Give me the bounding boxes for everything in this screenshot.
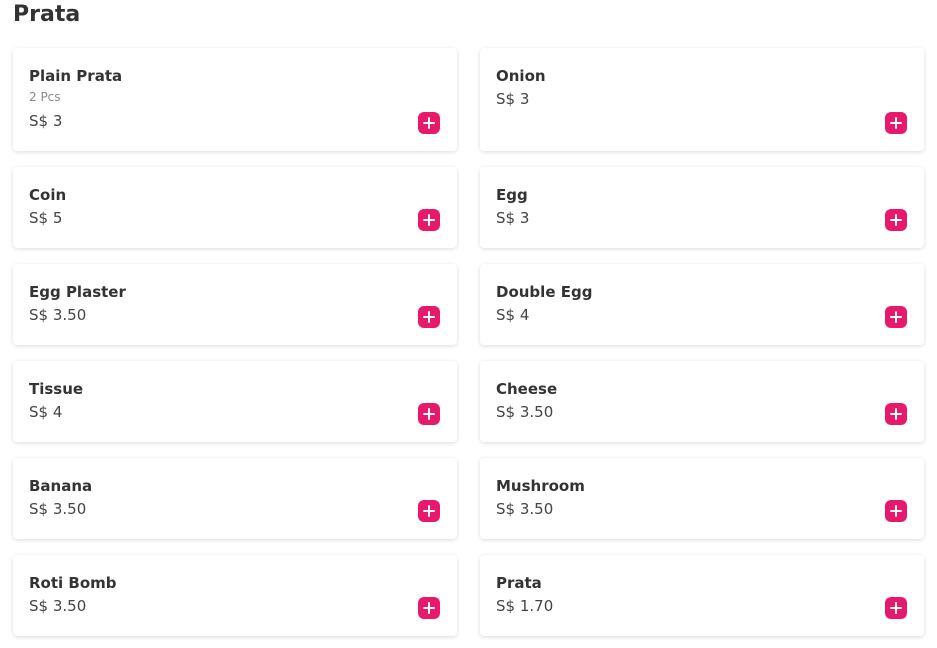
- add-to-cart-button[interactable]: [418, 112, 440, 134]
- item-name: Egg: [496, 186, 528, 204]
- item-price: S$ 3: [496, 209, 530, 227]
- plus-icon: [423, 505, 435, 517]
- item-price: S$ 3: [29, 112, 63, 130]
- item-name: Double Egg: [496, 283, 593, 301]
- item-price: S$ 3.50: [29, 597, 87, 615]
- item-description: 2 Pcs: [29, 90, 61, 104]
- menu-item-card[interactable]: Roti Bomb S$ 3.50: [13, 555, 457, 636]
- menu-item-card[interactable]: Tissue S$ 4: [13, 361, 457, 442]
- item-price: S$ 3.50: [496, 500, 554, 518]
- menu-item-card[interactable]: Egg S$ 3: [480, 167, 924, 248]
- item-name: Banana: [29, 477, 93, 495]
- add-to-cart-button[interactable]: [418, 209, 440, 231]
- menu-item-card[interactable]: Egg Plaster S$ 3.50: [13, 264, 457, 345]
- item-price: S$ 3.50: [29, 500, 87, 518]
- item-name: Tissue: [29, 380, 84, 398]
- menu-item-card[interactable]: Onion S$ 3: [480, 48, 924, 151]
- plus-icon: [423, 408, 435, 420]
- add-to-cart-button[interactable]: [885, 209, 907, 231]
- item-price: S$ 4: [496, 306, 530, 324]
- item-price: S$ 1.70: [496, 597, 554, 615]
- menu-item-card[interactable]: Banana S$ 3.50: [13, 458, 457, 539]
- menu-item-card[interactable]: Plain Prata 2 Pcs S$ 3: [13, 48, 457, 151]
- plus-icon: [890, 602, 902, 614]
- plus-icon: [423, 311, 435, 323]
- item-name: Roti Bomb: [29, 574, 117, 592]
- item-price: S$ 4: [29, 403, 63, 421]
- add-to-cart-button[interactable]: [418, 403, 440, 425]
- item-name: Onion: [496, 67, 546, 85]
- menu-item-card[interactable]: Double Egg S$ 4: [480, 264, 924, 345]
- plus-icon: [890, 214, 902, 226]
- item-name: Prata: [496, 574, 542, 592]
- item-price: S$ 3.50: [29, 306, 87, 324]
- plus-icon: [423, 117, 435, 129]
- menu-item-card[interactable]: Cheese S$ 3.50: [480, 361, 924, 442]
- item-price: S$ 3: [496, 90, 530, 108]
- plus-icon: [890, 117, 902, 129]
- add-to-cart-button[interactable]: [418, 306, 440, 328]
- add-to-cart-button[interactable]: [885, 306, 907, 328]
- menu-item-card[interactable]: Coin S$ 5: [13, 167, 457, 248]
- add-to-cart-button[interactable]: [418, 500, 440, 522]
- add-to-cart-button[interactable]: [418, 597, 440, 619]
- add-to-cart-button[interactable]: [885, 500, 907, 522]
- item-price: S$ 3.50: [496, 403, 554, 421]
- item-price: S$ 5: [29, 209, 63, 227]
- menu-grid: Plain Prata 2 Pcs S$ 3 Onion S$ 3 Coin S$ 5 Eg…: [13, 48, 924, 636]
- item-name: Plain Prata: [29, 67, 123, 85]
- plus-icon: [423, 602, 435, 614]
- add-to-cart-button[interactable]: [885, 597, 907, 619]
- item-name: Cheese: [496, 380, 558, 398]
- plus-icon: [890, 408, 902, 420]
- menu-item-card[interactable]: Mushroom S$ 3.50: [480, 458, 924, 539]
- item-name: Mushroom: [496, 477, 585, 495]
- plus-icon: [890, 505, 902, 517]
- plus-icon: [890, 311, 902, 323]
- add-to-cart-button[interactable]: [885, 112, 907, 134]
- menu-item-card[interactable]: Prata S$ 1.70: [480, 555, 924, 636]
- add-to-cart-button[interactable]: [885, 403, 907, 425]
- item-name: Coin: [29, 186, 67, 204]
- plus-icon: [423, 214, 435, 226]
- section-title: Prata: [13, 2, 81, 27]
- item-name: Egg Plaster: [29, 283, 126, 301]
